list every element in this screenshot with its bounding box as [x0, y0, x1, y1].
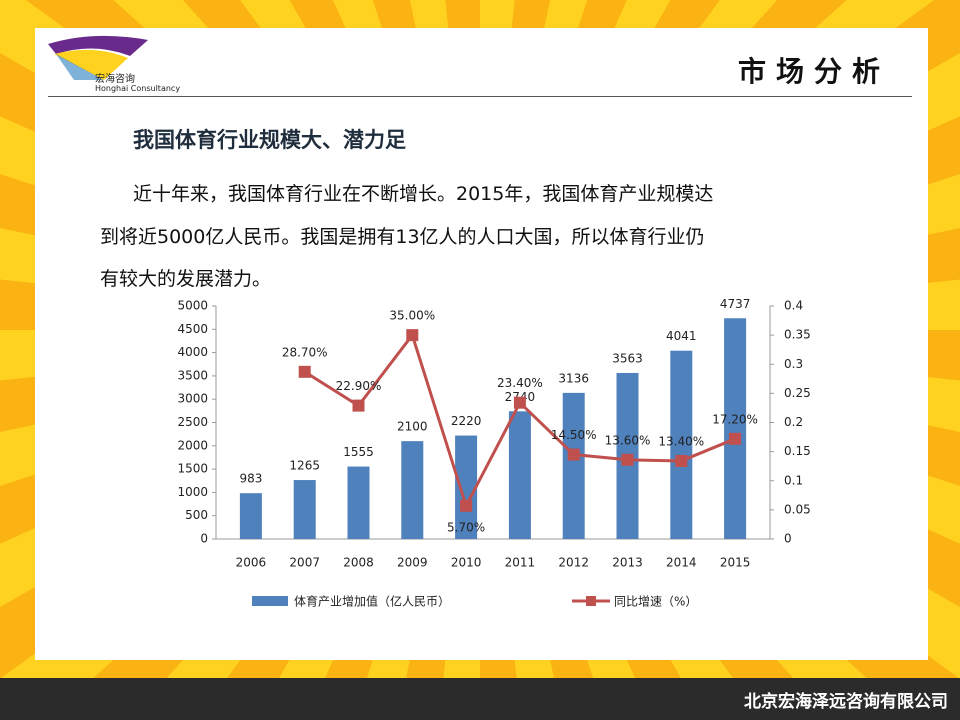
legend-swatch — [252, 596, 288, 606]
legend-label: 同比增速（%） — [614, 595, 697, 609]
x-tick-label: 2014 — [666, 556, 697, 570]
bar-value-label: 983 — [239, 472, 262, 486]
y2-tick-label: 0.15 — [784, 444, 811, 458]
bar — [670, 350, 693, 539]
bar — [347, 466, 370, 539]
bar-value-label: 2100 — [397, 420, 428, 434]
line-point — [460, 499, 473, 512]
body-line: 有较大的发展潜力。 — [100, 268, 272, 290]
line-value-label: 13.40% — [658, 434, 704, 448]
line-value-label: 23.40% — [497, 376, 543, 390]
subtitle: 我国体育行业规模大、潜力足 — [133, 128, 406, 152]
bar-value-label: 3136 — [558, 371, 589, 385]
logo-mark — [48, 35, 148, 80]
line-value-label: 35.00% — [389, 309, 435, 323]
line-point — [675, 454, 688, 467]
bar — [562, 392, 585, 539]
y-tick-label: 3000 — [177, 392, 208, 406]
x-tick-label: 2015 — [720, 556, 751, 570]
bar-value-label: 1555 — [343, 445, 374, 459]
line-point — [729, 432, 742, 445]
line-value-label: 14.50% — [551, 428, 597, 442]
chart: 0 500 1000 1500 2000 2500 3000 3500 4000 4500 5000… — [177, 297, 811, 609]
y2-tick-label: 0.2 — [784, 415, 803, 429]
line-value-label: 28.70% — [282, 345, 328, 359]
bar-value-label: 4041 — [666, 329, 697, 343]
y-tick-label: 4000 — [177, 345, 208, 359]
x-tick-label: 2012 — [558, 556, 589, 570]
line-point — [406, 329, 419, 342]
y-tick-label: 3500 — [177, 368, 208, 382]
bar-value-label: 3563 — [612, 351, 643, 365]
bar — [293, 480, 316, 539]
legend-label: 体育产业增加值（亿人民币） — [294, 594, 450, 609]
y2-tick-label: 0.3 — [784, 357, 803, 371]
x-tick-label: 2006 — [236, 556, 267, 570]
bar-value-label: 2220 — [451, 414, 482, 428]
line-value-label: 13.60% — [605, 433, 651, 447]
y-tick-label: 4500 — [177, 322, 208, 336]
y2-tick-label: 0.25 — [784, 386, 811, 400]
y-tick-label: 2500 — [177, 415, 208, 429]
body-line: 近十年来，我国体育行业在不断增长。2015年，我国体育产业规模达 — [133, 183, 714, 205]
y-tick-label: 0 — [200, 532, 208, 546]
x-tick-label: 2007 — [289, 556, 320, 570]
footer: 北京宏海泽远咨询有限公司 — [0, 678, 960, 720]
x-tick-label: 2009 — [397, 556, 428, 570]
x-tick-label: 2008 — [343, 556, 374, 570]
y-tick-label: 1500 — [177, 462, 208, 476]
x-tick-label: 2013 — [612, 556, 643, 570]
body-line: 到将近5000亿人民币。我国是拥有13亿人的人口大国，所以体育行业仍 — [100, 226, 705, 248]
bar — [508, 411, 531, 539]
bar — [455, 435, 478, 539]
bar — [724, 318, 747, 539]
panel — [35, 28, 928, 660]
y2-tick-label: 0.35 — [784, 328, 811, 342]
line-value-label: 5.70% — [447, 520, 485, 534]
logo-english: Honghai Consultancy — [95, 84, 181, 93]
page-title: 市场分析 — [737, 55, 890, 88]
y-tick-label: 1000 — [177, 485, 208, 499]
y2-tick-label: 0 — [784, 532, 792, 546]
line-point — [567, 448, 580, 461]
logo-name: 宏海咨询 — [95, 74, 135, 85]
line-value-label: 17.20% — [712, 412, 758, 426]
line-point — [298, 365, 311, 378]
bar — [401, 441, 424, 539]
x-tick-label: 2010 — [451, 556, 482, 570]
divider — [48, 96, 912, 97]
legend-swatch — [586, 596, 596, 606]
bar — [239, 493, 262, 539]
bar-value-label: 1265 — [289, 459, 320, 473]
y2-tick-label: 0.05 — [784, 502, 811, 516]
y2-tick-label: 0.4 — [784, 299, 803, 313]
line-point — [621, 453, 634, 466]
y-tick-label: 500 — [185, 508, 208, 522]
y-tick-label: 2000 — [177, 438, 208, 452]
line-value-label: 22.90% — [336, 379, 382, 393]
y2-tick-label: 0.1 — [784, 473, 803, 487]
bar-value-label: 4737 — [720, 297, 751, 311]
x-tick-label: 2011 — [505, 556, 536, 570]
line-point — [513, 396, 526, 409]
company-name: 北京宏海泽远咨询有限公司 — [744, 692, 948, 712]
line-point — [352, 399, 365, 412]
y-tick-label: 5000 — [177, 299, 208, 313]
